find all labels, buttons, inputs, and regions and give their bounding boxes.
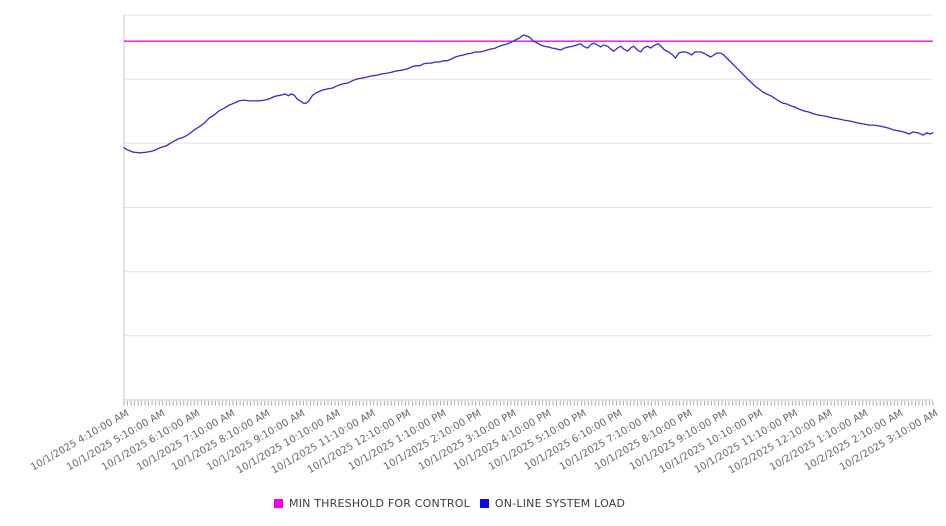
legend-item-min-threshold[interactable]: MIN THRESHOLD FOR CONTROL xyxy=(274,497,470,510)
legend-label-min-threshold: MIN THRESHOLD FOR CONTROL xyxy=(289,497,470,510)
legend-swatch-magenta-icon xyxy=(274,499,283,508)
legend-item-system-load[interactable]: ON-LINE SYSTEM LOAD xyxy=(479,497,626,510)
x-axis-minor-ticks xyxy=(123,401,934,406)
system-load-line xyxy=(123,34,934,154)
chart-legend: MIN THRESHOLD FOR CONTROL ON-LINE SYSTEM… xyxy=(274,497,625,510)
legend-label-system-load: ON-LINE SYSTEM LOAD xyxy=(494,497,626,510)
legend-swatch-blue-icon xyxy=(479,499,489,508)
